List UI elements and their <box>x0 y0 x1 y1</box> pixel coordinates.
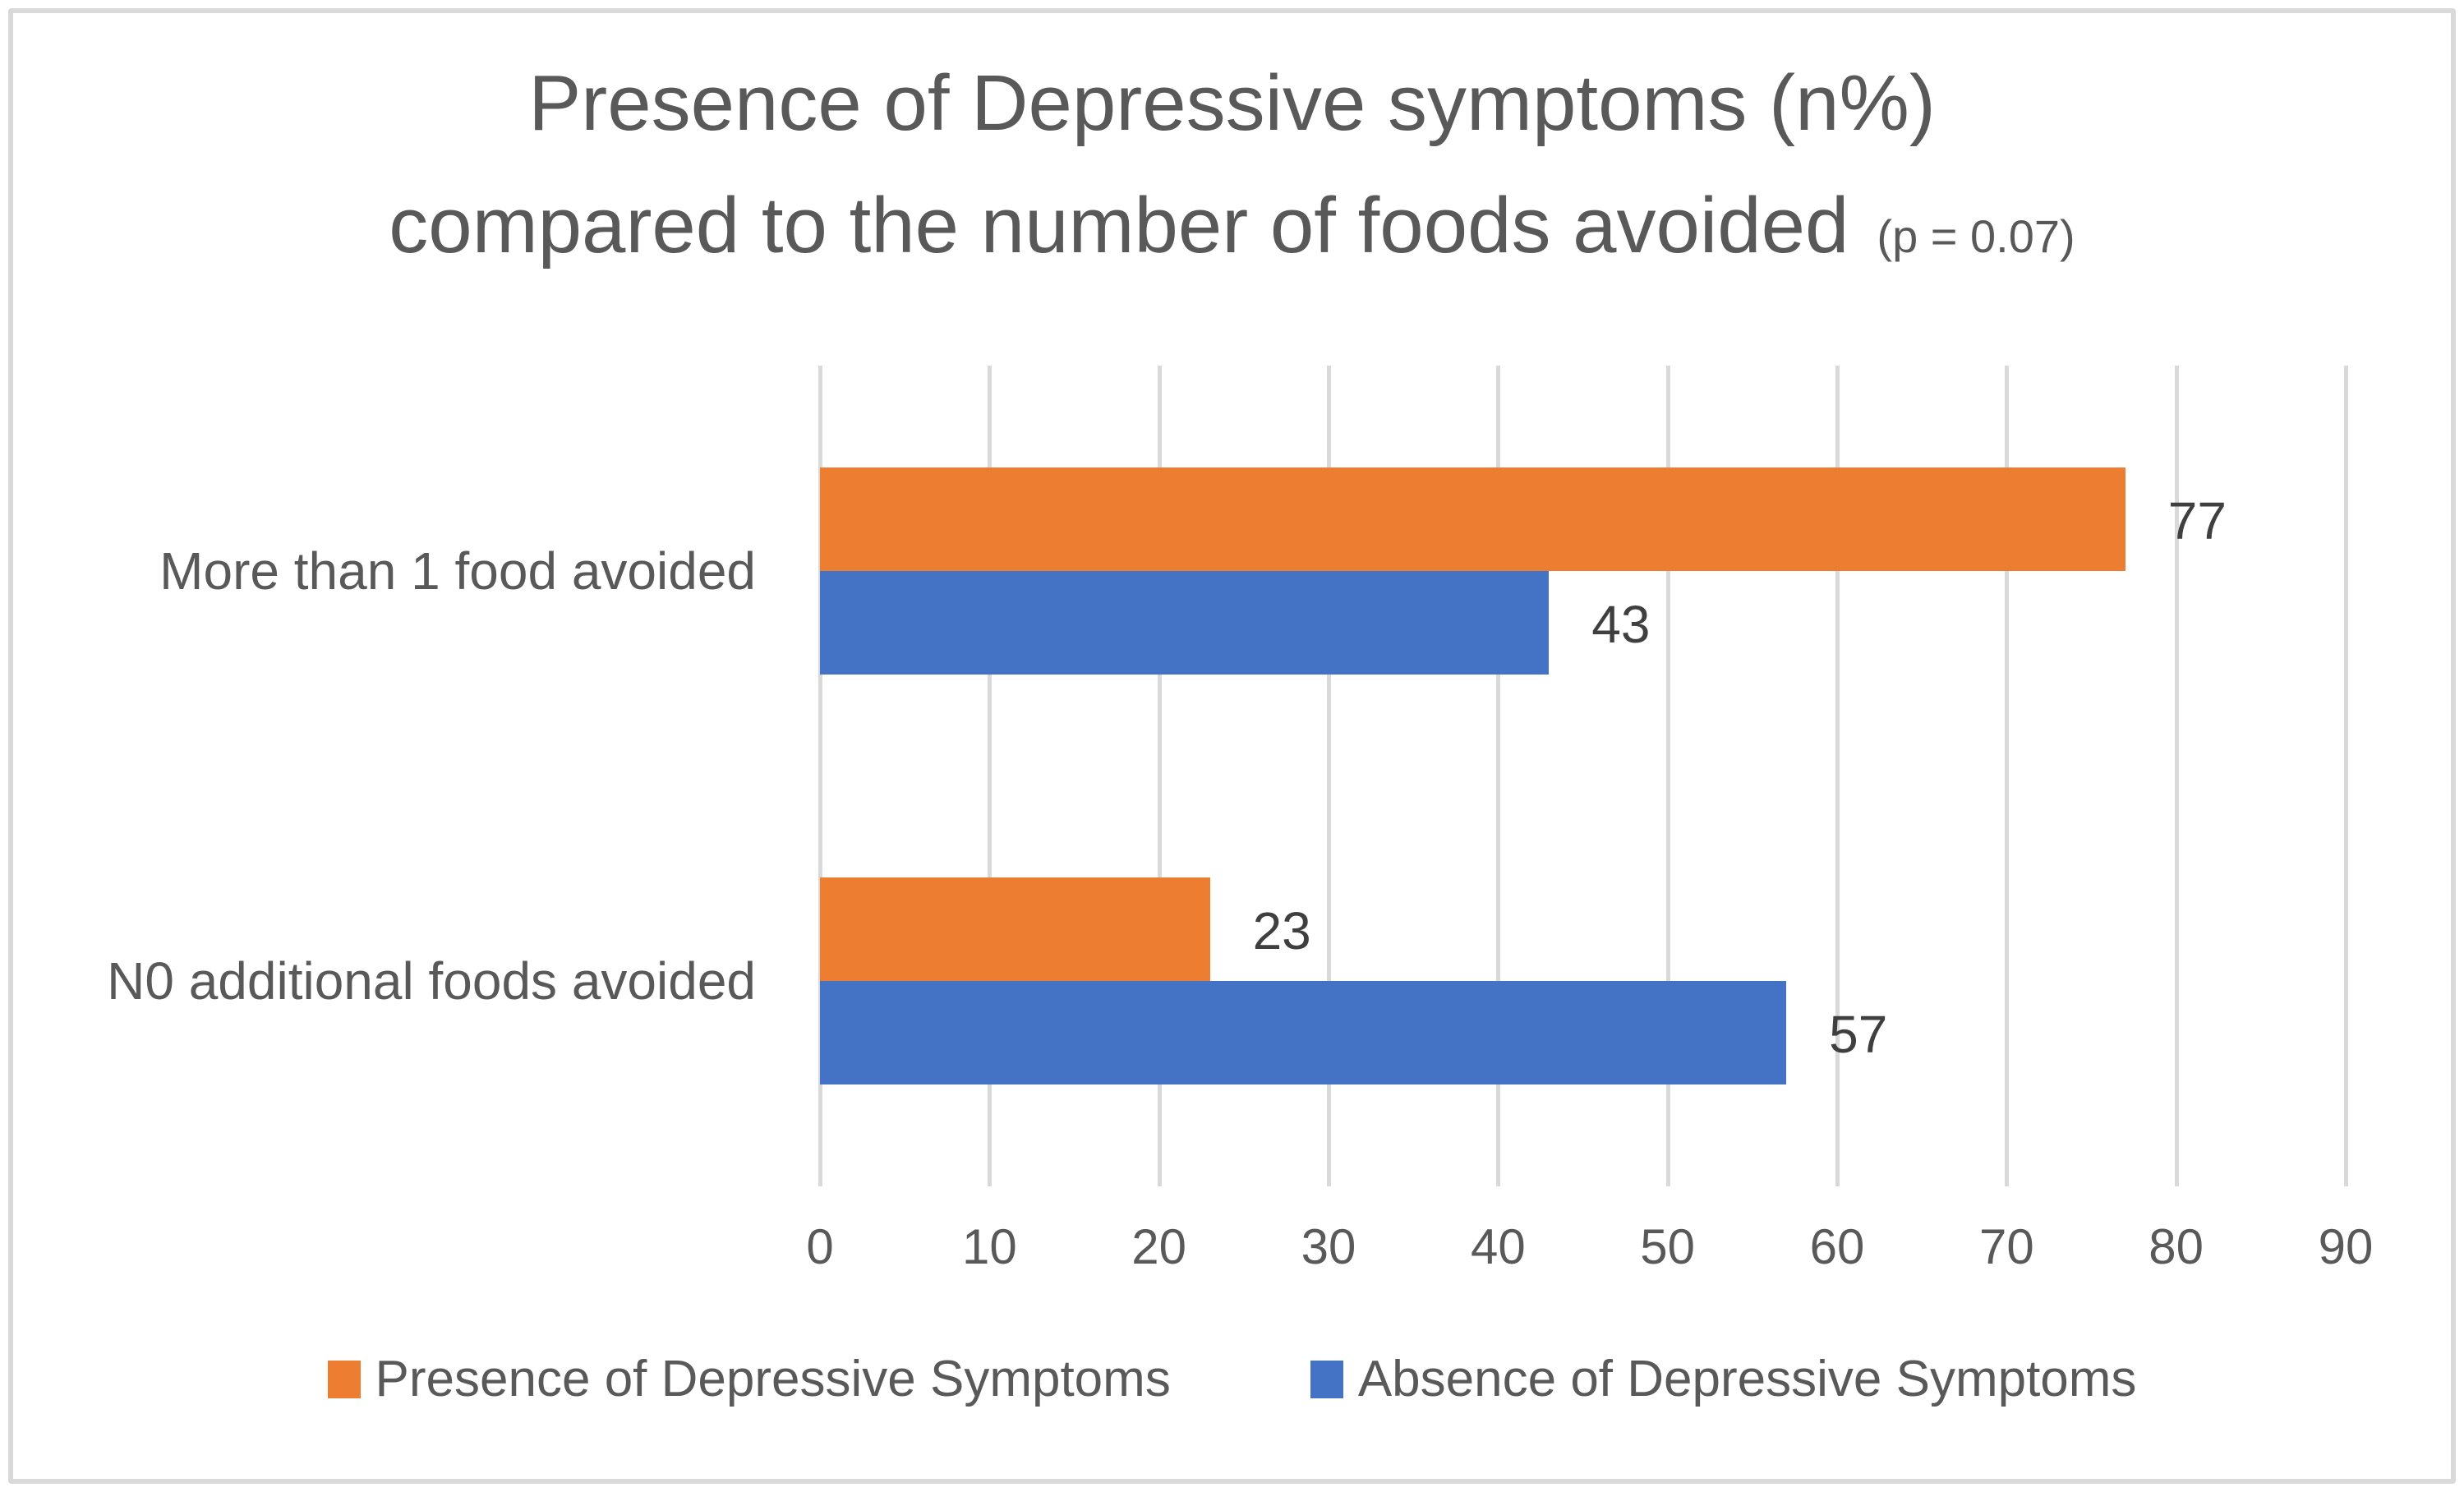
x-tick-label: 90 <box>2318 1219 2374 1274</box>
legend: Presence of Depressive Symptoms Absence o… <box>0 1354 2464 1405</box>
gridline <box>1496 366 1501 1186</box>
legend-label: Presence of Depressive Symptoms <box>375 1351 1171 1407</box>
chart-title-pvalue: (p = 0.07) <box>1877 210 2075 262</box>
gridline <box>818 366 822 1186</box>
chart-title: Presence of Depressive symptoms (n%) com… <box>0 43 2464 288</box>
chart-title-line1: Presence of Depressive symptoms (n%) <box>528 59 1936 147</box>
legend-label: Absence of Depressive Symptoms <box>1357 1351 2137 1407</box>
bar <box>820 981 1787 1085</box>
gridline <box>1665 366 1670 1186</box>
legend-swatch <box>1310 1361 1343 1398</box>
legend-swatch <box>327 1361 361 1398</box>
data-label: 43 <box>1591 594 1651 654</box>
gridline <box>2344 366 2348 1186</box>
bar <box>820 467 2125 571</box>
gridline <box>988 366 993 1186</box>
category-label: More than 1 food avoided <box>159 541 756 601</box>
bar <box>820 877 1210 982</box>
x-tick-label: 30 <box>1301 1219 1356 1274</box>
x-tick-label: 50 <box>1640 1219 1696 1274</box>
x-tick-label: 80 <box>2149 1219 2204 1274</box>
gridline <box>1327 366 1331 1186</box>
legend-item: Absence of Depressive Symptoms <box>1310 1351 2137 1407</box>
chart-title-line2: compared to the number of foods avoided (… <box>0 165 2464 288</box>
gridline <box>1835 366 1840 1186</box>
gridline <box>1157 366 1162 1186</box>
x-tick-label: 60 <box>1809 1219 1865 1274</box>
data-label: 23 <box>1252 901 1311 961</box>
x-tick-label: 70 <box>1978 1219 2034 1274</box>
x-tick-label: 40 <box>1470 1219 1526 1274</box>
x-tick-label: 10 <box>961 1219 1017 1274</box>
gridline <box>2005 366 2010 1186</box>
x-tick-label: 0 <box>806 1219 834 1274</box>
bar <box>820 570 1550 675</box>
chart-border-frame <box>8 8 2456 1484</box>
category-label: N0 additional foods avoided <box>107 951 756 1011</box>
legend-item: Presence of Depressive Symptoms <box>327 1351 1171 1407</box>
gridline <box>2174 366 2179 1186</box>
data-label: 57 <box>1829 1005 1888 1065</box>
data-label: 77 <box>2167 490 2227 550</box>
chart-title-line2-text: compared to the number of foods avoided <box>389 181 1849 269</box>
plot-area: 77 43 23 57 <box>818 366 2348 1186</box>
x-tick-label: 20 <box>1131 1219 1187 1274</box>
